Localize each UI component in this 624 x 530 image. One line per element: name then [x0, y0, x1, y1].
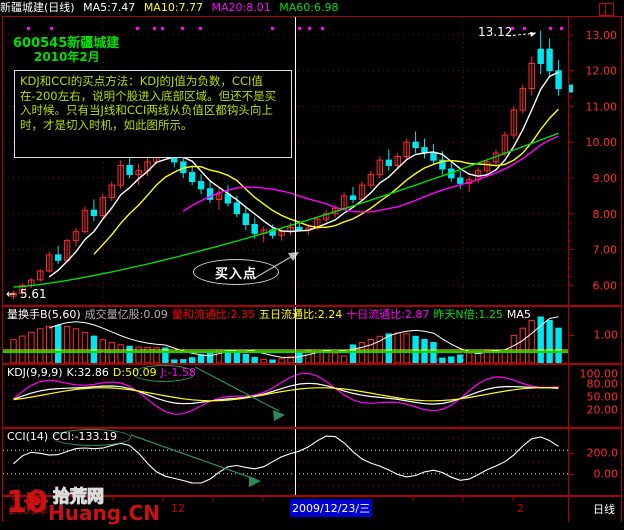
annotation-note-box: KDJ和CCI的买点方法：KDJ的J值为负数，CCI值在-200左右，说明个股进…: [14, 70, 292, 158]
x-axis-label-1: 12: [171, 502, 185, 515]
crosshair-vertical-cci: [295, 429, 296, 495]
volume-panel[interactable]: 量换手B(5,60) 成交量亿股:0.09 量和流通比:2.35 五日流通比:2.24…: [2, 306, 622, 364]
bottom-strip: [0, 522, 624, 530]
volume-ratio-10d: 十日流通比:2.87: [346, 308, 430, 321]
kdj-lines-svg: [3, 365, 569, 427]
header-stock-title: 新疆城建(日线): [0, 1, 75, 14]
kdj-axis-tick-1: 80.00: [586, 377, 619, 391]
cci-axis-tickmark-1: [569, 474, 574, 475]
cci-panel[interactable]: CCI(14) CCI:-133.19 200.0 0.00: [2, 428, 622, 496]
kdj-j-value: J:-1.58: [160, 366, 197, 379]
kdj-gutter-divider: [568, 365, 569, 427]
kdj-panel[interactable]: KDJ(9,9,9) K:32.86 D:50.09 J:-1.58 100.00 8…: [2, 364, 622, 428]
stock-code-label: 600545新疆城建: [13, 36, 120, 51]
header-ma20: MA20:8.01: [211, 1, 271, 14]
cci-header: CCI(14) CCI:-133.19: [7, 430, 121, 444]
price-axis-tick-3: 10.00: [586, 136, 618, 149]
kdj-plot-area[interactable]: [3, 365, 569, 427]
price-axis-tick-4: 9.00: [593, 172, 618, 185]
volume-header: 量换手B(5,60) 成交量亿股:0.09 量和流通比:2.35 五日流通比:2.24…: [7, 308, 535, 322]
gear-icon: [24, 489, 48, 513]
high-price-marker: 13.12: [478, 25, 513, 39]
crosshair-vertical-kdj: [295, 365, 296, 427]
price-gutter-divider: [568, 17, 569, 305]
watermark-site-cn: 拾荒网: [53, 486, 104, 507]
price-plot-area[interactable]: [3, 17, 569, 305]
cci-axis-gutter: 200.0 0.00: [569, 429, 621, 495]
buy-point-annotation: 买入点: [193, 259, 279, 285]
crosshair-vertical: [295, 17, 296, 305]
volume-axis-tickmark-0: [569, 335, 574, 336]
volume-turnover: 成交量亿股:0.09: [84, 308, 168, 321]
kdj-indicator-name: KDJ(9,9,9): [7, 366, 63, 379]
price-axis-tick-2: 11.00: [586, 100, 618, 113]
volume-yesterday-n: 昨天N倍:1.25: [433, 308, 503, 321]
restore-window-icon[interactable]: [599, 3, 614, 16]
price-chart-panel[interactable]: 13.00 12.00 11.00 10.00 9.00 8.00 7.00 6.00: [2, 16, 622, 306]
candlestick-svg: [3, 17, 569, 305]
chart-header: 新疆城建(日线) MA5:7.47 MA10:7.77 MA20:8.01 MA…: [0, 0, 624, 16]
volume-axis-gutter: 1.00: [569, 307, 621, 363]
cci-value: CCI:-133.19: [52, 430, 117, 443]
kdj-j-highlight-ellipse: [133, 365, 195, 382]
volume-ratio-total: 量和流通比:2.35: [171, 308, 256, 321]
header-ma60: MA60:6.98: [279, 1, 339, 14]
price-axis-gutter: 13.00 12.00 11.00 10.00 9.00 8.00 7.00 6.00: [569, 17, 621, 305]
buy-point-label: 买入点: [214, 267, 257, 282]
crosshair-vertical-volume: [295, 307, 296, 363]
stock-date-label: 2010年2月: [34, 50, 100, 64]
selected-date-badge[interactable]: 2009/12/23/三: [290, 499, 373, 517]
price-axis-tick-0: 13.00: [586, 29, 618, 42]
site-watermark: 10 拾荒网 Huang.CN: [4, 486, 204, 530]
axis-gutter-divider: [568, 497, 569, 527]
annotation-note-text: KDJ和CCI的买点方法：KDJ的J值为负数，CCI值在-200左右，说明个股进…: [20, 74, 277, 132]
x-axis-label-2: 2: [517, 502, 524, 515]
price-axis-tick-6: 7.00: [593, 244, 618, 257]
price-axis-ticks: 13.00 12.00 11.00 10.00 9.00 8.00 7.00 6.00: [569, 25, 618, 292]
volume-ma5-label: MA5: [506, 308, 531, 321]
cci-axis-tick-1: 0.00: [593, 467, 619, 481]
volume-ratio-5d: 五日流通比:2.24: [259, 308, 343, 321]
kdj-axis-tick-2: 50.00: [586, 390, 619, 404]
kdj-k-value: K:32.86: [66, 366, 109, 379]
low-price-marker: ← 5.61: [6, 287, 47, 301]
header-ma5: MA5:7.47: [83, 1, 136, 14]
cci-indicator-name: CCI(14): [7, 430, 49, 443]
watermark-svg: 10 拾荒网 Huang.CN: [6, 486, 160, 525]
header-ma10: MA10:7.77: [143, 1, 204, 14]
kdj-axis-tick-0: 100.00: [579, 367, 619, 381]
kdj-d-value: D:50.09: [112, 366, 157, 379]
cci-gutter-divider: [568, 429, 569, 495]
price-axis-tick-5: 8.00: [593, 208, 618, 221]
watermark-site-en: Huang.CN: [48, 501, 160, 525]
price-axis-tick-7: 6.00: [593, 279, 618, 292]
cci-value-highlight-ellipse: [53, 429, 131, 446]
price-axis-tick-1: 12.00: [586, 65, 618, 78]
buy-point-ellipse: [193, 259, 279, 285]
cci-axis-tickmark-0: [569, 453, 574, 454]
volume-gutter-divider: [568, 307, 569, 363]
kdj-header: KDJ(9,9,9) K:32.86 D:50.09 J:-1.58: [7, 366, 200, 380]
kdj-axis-gutter: 100.00 80.00 50.00 20.00: [569, 365, 621, 427]
x-axis-label-0: 2009年: [9, 504, 48, 517]
cci-axis-tick-0: 200.0: [586, 446, 619, 460]
kdj-axis-tick-3: 20.00: [586, 403, 619, 417]
volume-axis-tick-0: 1.00: [593, 328, 619, 342]
period-label[interactable]: 日线: [593, 503, 615, 516]
volume-indicator-name: 量换手B(5,60): [7, 308, 81, 321]
